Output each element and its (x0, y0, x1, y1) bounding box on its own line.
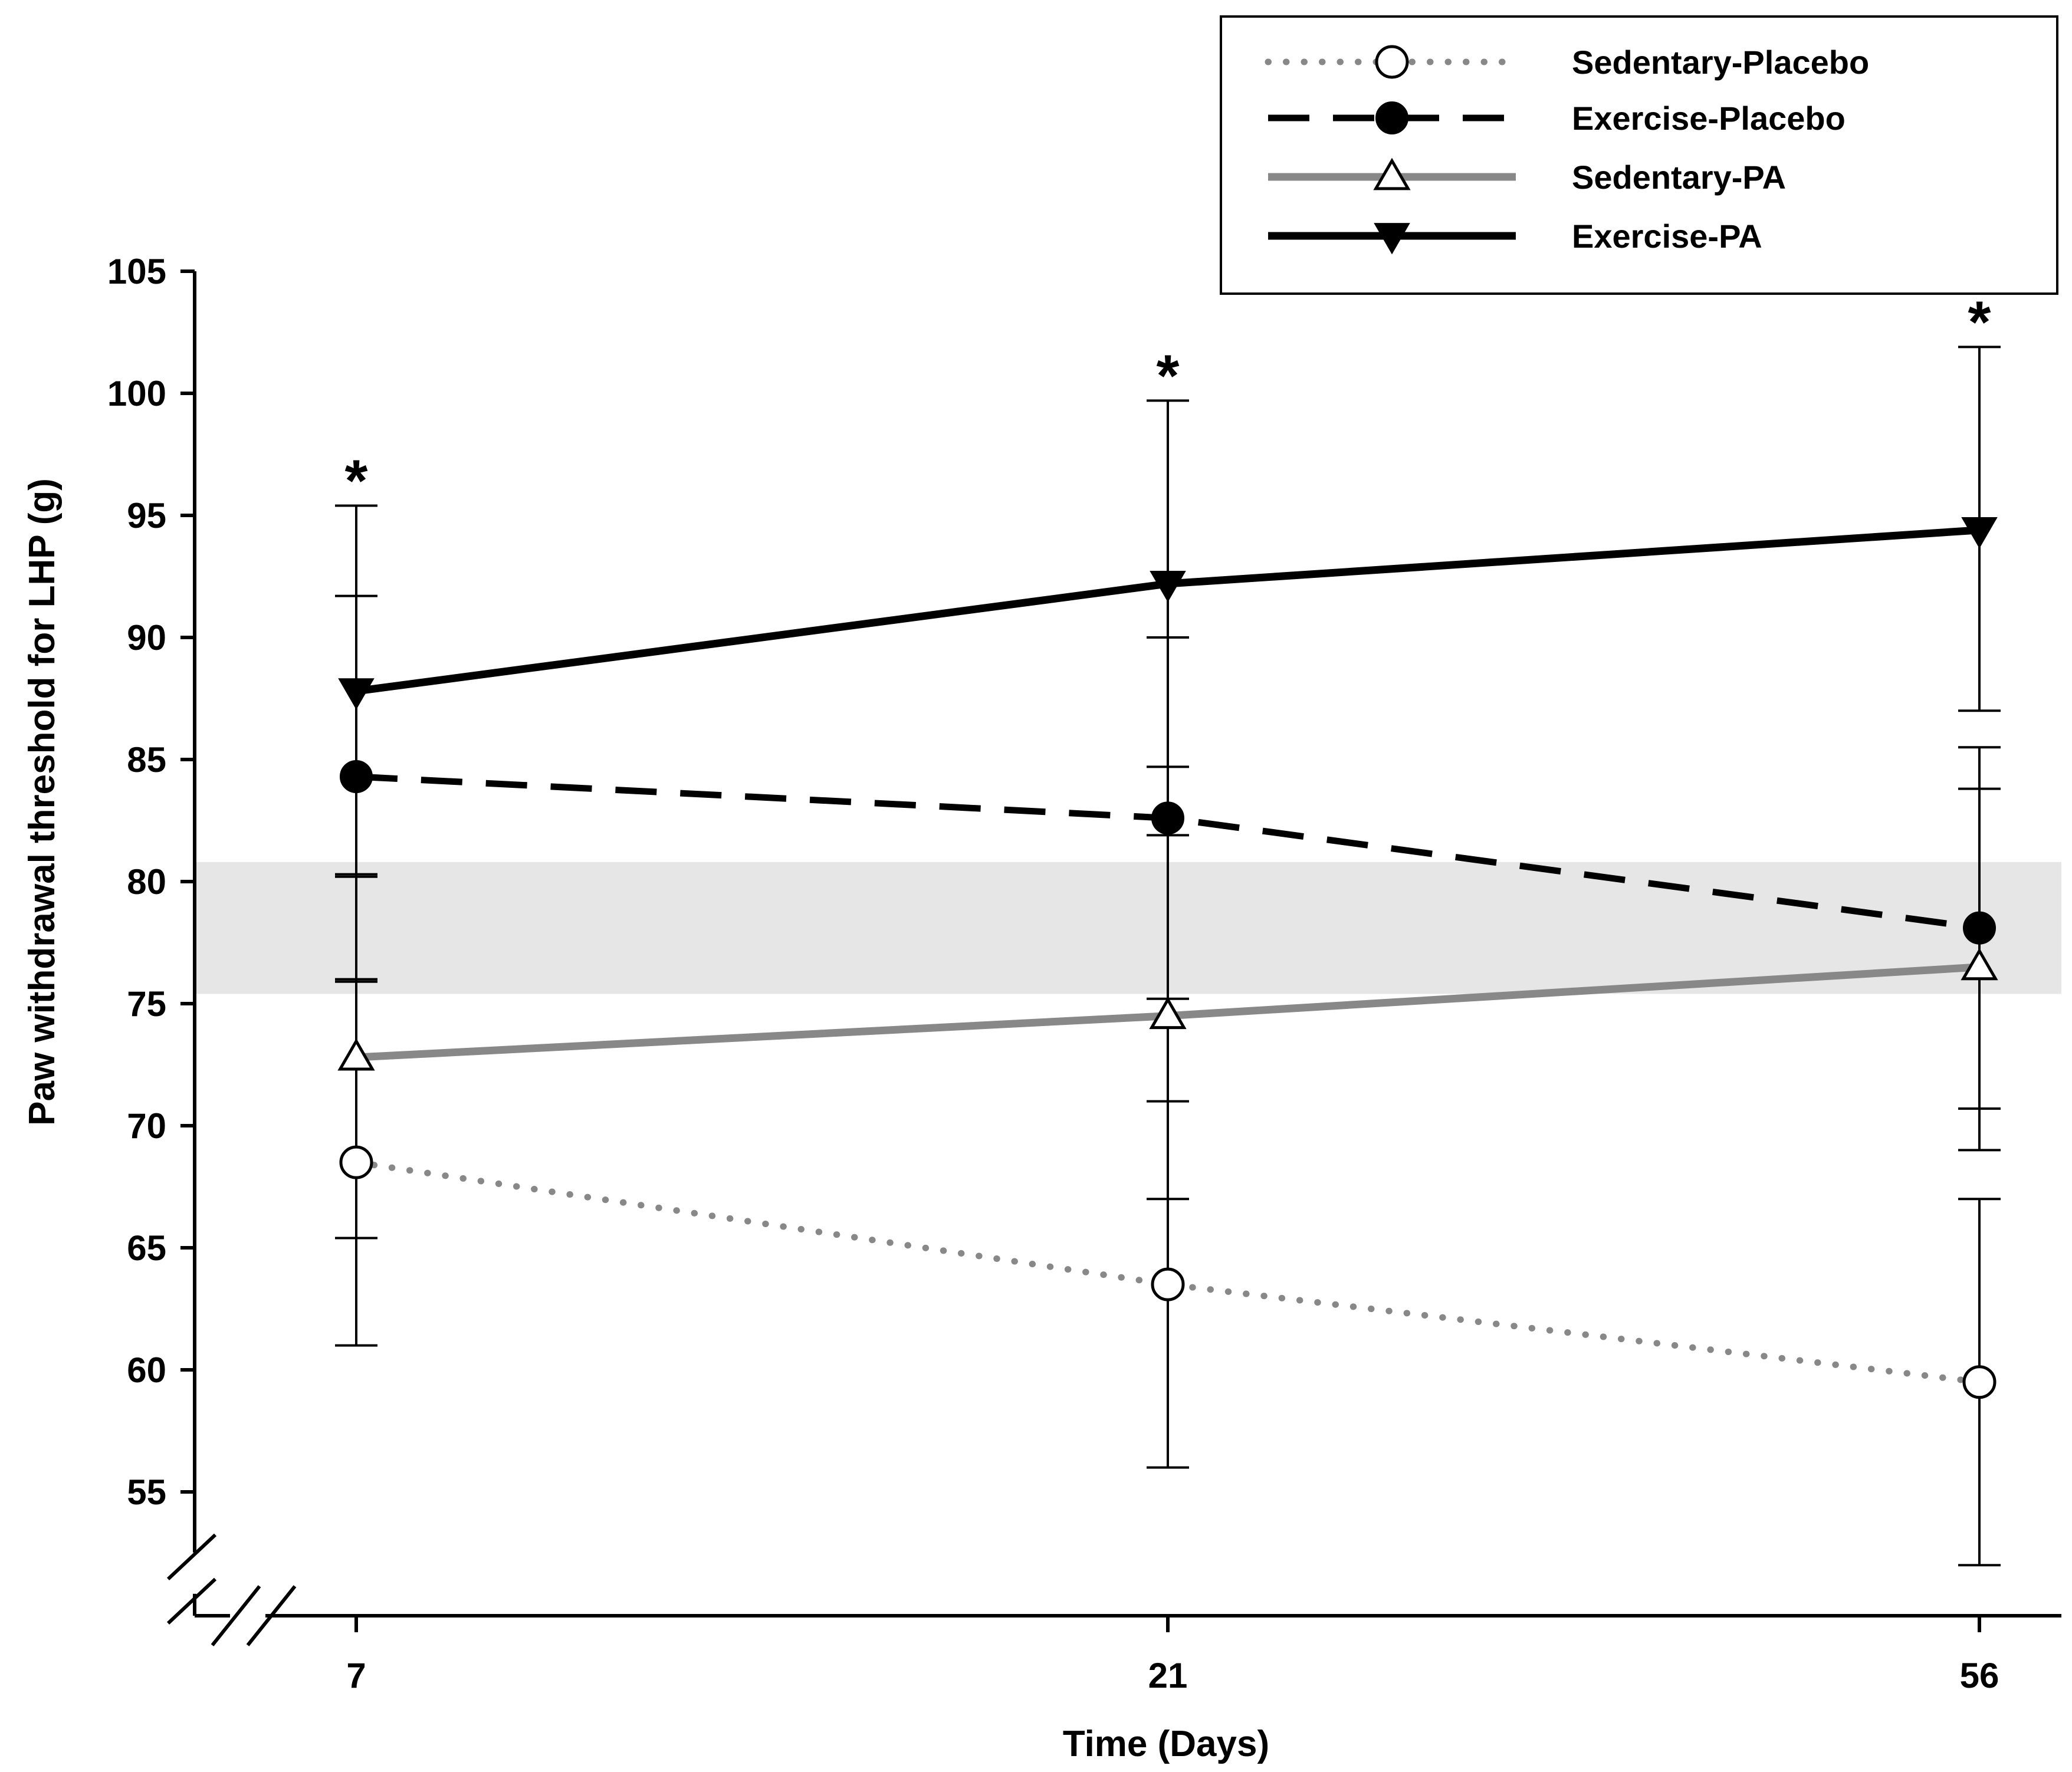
annotations: * * * (345, 289, 1991, 514)
y-axis-break-mark (166, 1533, 217, 1580)
x-tick-label: 7 (346, 1656, 366, 1695)
x-axis-title: Time (Days) (1063, 1724, 1269, 1764)
x-axis-break-mark (246, 1585, 297, 1646)
y-tick-label: 80 (127, 862, 166, 902)
data-point-marker (1150, 571, 1186, 603)
x-tick-label: 56 (1960, 1656, 1999, 1695)
data-point-marker (1151, 1267, 1185, 1301)
legend-label: Sedentary-Placebo (1572, 44, 1869, 81)
data-markers (337, 517, 1998, 1399)
y-axis-break-mark (166, 1577, 217, 1625)
data-point-marker (1962, 1365, 1997, 1399)
y-tick-label: 100 (107, 374, 166, 413)
y-tick-label: 60 (127, 1350, 166, 1390)
legend-label: Exercise-Placebo (1572, 100, 1846, 137)
y-tick-label: 75 (127, 984, 166, 1024)
legend-label: Exercise-PA (1572, 218, 1762, 255)
y-tick-label: 95 (127, 496, 166, 535)
data-point-marker (1961, 948, 1998, 981)
legend: Sedentary-Placebo Exercise-Placebo Sedenta… (1220, 15, 2058, 295)
data-point-marker (1149, 997, 1187, 1030)
y-tick-label: 70 (127, 1106, 166, 1146)
axes: 55 60 65 70 75 80 85 90 95 100 105 7 21 56 (107, 252, 2061, 1695)
significance-asterisk: * (345, 448, 368, 514)
data-point-marker (1375, 101, 1408, 134)
data-point-marker (1375, 45, 1409, 79)
y-tick-label: 55 (127, 1472, 166, 1512)
reference-band (196, 862, 2061, 994)
data-point-marker (340, 760, 373, 793)
data-point-marker (337, 1038, 375, 1071)
data-point-marker (1961, 517, 1998, 549)
y-tick-label: 105 (107, 252, 166, 291)
y-tick-label: 65 (127, 1228, 166, 1268)
data-point-marker (338, 678, 375, 710)
data-point-marker (1963, 911, 1996, 945)
significance-asterisk: * (1968, 289, 1991, 355)
series-line (353, 1159, 1983, 1386)
y-axis-title: Paw withdrawal threshold for LHP (g) (22, 478, 63, 1126)
data-point-marker (1151, 801, 1184, 835)
data-point-marker (1374, 223, 1410, 255)
legend-label: Sedentary-PA (1572, 159, 1786, 196)
x-axis-break-mark (211, 1585, 261, 1646)
y-tick-label: 90 (127, 618, 166, 657)
x-tick-label: 21 (1148, 1656, 1188, 1695)
significance-asterisk: * (1157, 343, 1180, 409)
data-point-marker (339, 1145, 373, 1179)
y-tick-label: 85 (127, 740, 166, 780)
data-point-marker (1373, 157, 1411, 190)
